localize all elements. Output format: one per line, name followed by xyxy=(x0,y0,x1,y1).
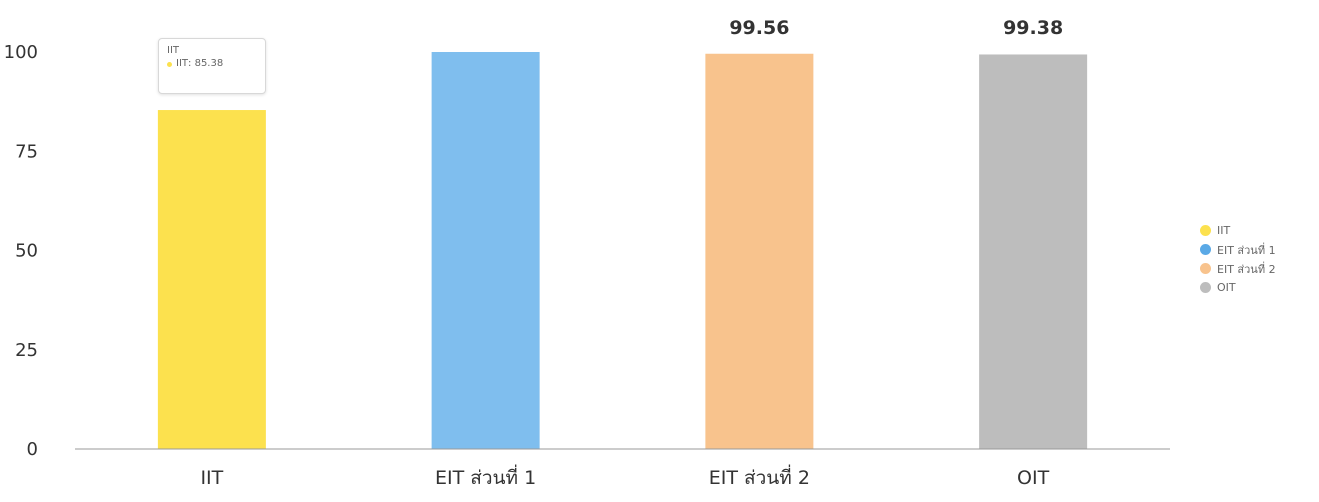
bar xyxy=(157,110,266,450)
data-label: 99.38 xyxy=(1003,17,1063,39)
legend-label: EIT ส่วนที่ 1 xyxy=(1217,243,1276,257)
tooltip-row: IIT: 85.38 xyxy=(167,57,257,71)
legend-dot-icon xyxy=(1200,225,1211,236)
x-tick-label: EIT ส่วนที่ 2 xyxy=(709,464,810,489)
legend: IIT EIT ส่วนที่ 1 EIT ส่วนที่ 2 OIT xyxy=(1200,221,1276,297)
y-tick-label: 0 xyxy=(27,439,38,460)
bar xyxy=(705,53,814,450)
y-tick-label: 75 xyxy=(15,141,38,162)
legend-label: IIT xyxy=(1217,224,1231,237)
legend-dot-icon xyxy=(1200,282,1211,293)
bars: 99.56 99.38 xyxy=(157,17,1088,450)
data-label: 99.56 xyxy=(729,17,789,39)
legend-item-eit-1[interactable]: EIT ส่วนที่ 1 xyxy=(1200,240,1276,259)
x-tick-label: IIT xyxy=(200,467,223,489)
legend-dot-icon xyxy=(1200,244,1211,255)
legend-label: OIT xyxy=(1217,281,1236,294)
bar xyxy=(979,54,1088,450)
legend-dot-icon xyxy=(1200,263,1211,274)
tooltip: IIT IIT: 85.38 xyxy=(158,38,266,94)
x-axis: IIT EIT ส่วนที่ 1 EIT ส่วนที่ 2 OIT xyxy=(75,448,1170,489)
tooltip-title: IIT xyxy=(167,45,180,56)
tooltip-value: 85.38 xyxy=(194,58,224,69)
y-axis: 0 25 50 75 100 xyxy=(4,42,38,460)
x-tick-label: OIT xyxy=(1017,467,1050,489)
y-tick-label: 50 xyxy=(15,241,38,262)
y-tick-label: 100 xyxy=(4,42,38,63)
legend-item-eit-2[interactable]: EIT ส่วนที่ 2 xyxy=(1200,259,1276,278)
tooltip-dot-icon xyxy=(167,61,172,67)
bar xyxy=(431,52,540,449)
x-tick-label: EIT ส่วนที่ 1 xyxy=(435,464,536,489)
tooltip-series: IIT xyxy=(176,58,189,69)
y-tick-label: 25 xyxy=(15,340,38,361)
legend-item-oit[interactable]: OIT xyxy=(1200,278,1276,297)
tooltip-separator: : xyxy=(188,58,195,69)
legend-item-iit[interactable]: IIT xyxy=(1200,221,1276,240)
legend-label: EIT ส่วนที่ 2 xyxy=(1217,262,1276,276)
